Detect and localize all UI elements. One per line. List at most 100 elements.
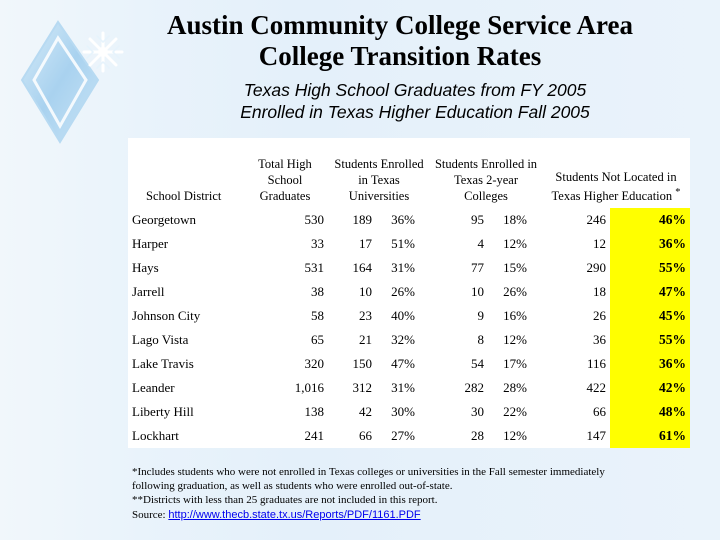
- universities-count-cell: 66: [359, 428, 372, 443]
- universities-count-cell: 21: [359, 332, 372, 347]
- not-located-count-cell: 116: [586, 356, 607, 371]
- universities-count-cell: 312: [352, 380, 373, 395]
- column-header-district: School District: [146, 189, 222, 203]
- subtitle-line-1: Texas High School Graduates from FY 2005: [243, 80, 587, 100]
- table-body: Georgetown 530 189 36% 95 18% 246 46% Harper 33 17…: [128, 208, 691, 448]
- column-header-not-located: Students Not Located in Texas Higher Edu…: [542, 138, 690, 208]
- district-cell: Leander: [132, 380, 175, 395]
- not-located-count-cell: 18: [593, 284, 607, 299]
- footnote-line-1: *Includes students who were not enrolled…: [132, 466, 605, 478]
- not-located-count-cell: 290: [586, 260, 607, 275]
- column-header-not-located-text: Students Not Located in Texas Higher Edu…: [551, 169, 677, 203]
- column-header-graduates: Total High School Graduates: [258, 157, 312, 203]
- universities-count-cell: 150: [352, 356, 373, 371]
- not-located-count-cell: 422: [586, 380, 607, 395]
- universities-count-cell: 189: [352, 212, 373, 227]
- footnote-marker: *: [675, 186, 681, 198]
- two-year-percent-cell: 18%: [503, 212, 527, 227]
- not-located-percent-cell: 36%: [610, 232, 691, 256]
- universities-percent-cell: 31%: [391, 380, 415, 395]
- graduates-cell: 241: [304, 428, 325, 443]
- table-header-row: School District Total High School Gradua…: [128, 138, 690, 208]
- not-located-percent-cell: 45%: [610, 304, 691, 328]
- not-located-percent-cell: 47%: [610, 280, 691, 304]
- not-located-count-cell: 147: [586, 428, 607, 443]
- table-row: Lake Travis 320 150 47% 54 17% 116 36%: [128, 352, 691, 376]
- snowflake-logo-icon: [20, 20, 124, 144]
- two-year-count-cell: 9: [477, 308, 485, 323]
- district-cell: Lockhart: [132, 428, 179, 443]
- table-row: Georgetown 530 189 36% 95 18% 246 46%: [128, 208, 691, 232]
- table-row: Hays 531 164 31% 77 15% 290 55%: [128, 256, 691, 280]
- district-cell: Georgetown: [132, 212, 197, 227]
- universities-percent-cell: 51%: [391, 236, 415, 251]
- two-year-percent-cell: 15%: [503, 260, 527, 275]
- two-year-count-cell: 282: [464, 380, 485, 395]
- source-label: Source:: [132, 508, 166, 521]
- table-row: Jarrell 38 10 26% 10 26% 18 47%: [128, 280, 691, 304]
- not-located-percent-cell: 55%: [610, 328, 691, 352]
- two-year-count-cell: 10: [471, 284, 485, 299]
- district-cell: Jarrell: [132, 284, 165, 299]
- not-located-percent-cell: 42%: [610, 376, 691, 400]
- page-title: Austin Community College Service Area Co…: [120, 10, 680, 72]
- title-line-2: College Transition Rates: [258, 41, 542, 71]
- two-year-percent-cell: 28%: [503, 380, 527, 395]
- table-row: Liberty Hill 138 42 30% 30 22% 66 48%: [128, 400, 691, 424]
- two-year-count-cell: 8: [477, 332, 485, 347]
- two-year-count-cell: 4: [477, 236, 485, 251]
- universities-percent-cell: 31%: [391, 260, 415, 275]
- table-row: Leander 1,016 312 31% 282 28% 422 42%: [128, 376, 691, 400]
- not-located-count-cell: 246: [586, 212, 607, 227]
- two-year-percent-cell: 16%: [503, 308, 527, 323]
- two-year-count-cell: 54: [471, 356, 485, 371]
- two-year-percent-cell: 12%: [503, 236, 527, 251]
- not-located-count-cell: 12: [593, 236, 607, 251]
- universities-count-cell: 42: [359, 404, 372, 419]
- table-row: Lago Vista 65 21 32% 8 12% 36 55%: [128, 328, 691, 352]
- two-year-percent-cell: 26%: [503, 284, 527, 299]
- not-located-percent-cell: 48%: [610, 400, 691, 424]
- column-header-two-year: Students Enrolled in Texas 2-year Colleg…: [434, 157, 538, 203]
- table-row: Johnson City 58 23 40% 9 16% 26 45%: [128, 304, 691, 328]
- table-row: Lockhart 241 66 27% 28 12% 147 61%: [128, 424, 691, 448]
- district-cell: Johnson City: [132, 308, 201, 323]
- universities-percent-cell: 47%: [391, 356, 415, 371]
- district-cell: Liberty Hill: [132, 404, 194, 419]
- two-year-count-cell: 30: [471, 404, 485, 419]
- graduates-cell: 320: [304, 356, 325, 371]
- universities-count-cell: 17: [359, 236, 372, 251]
- district-cell: Harper: [132, 236, 169, 251]
- two-year-percent-cell: 12%: [503, 428, 527, 443]
- universities-percent-cell: 32%: [391, 332, 415, 347]
- not-located-count-cell: 26: [593, 308, 607, 323]
- subtitle-line-2: Enrolled in Texas Higher Education Fall …: [240, 102, 590, 122]
- page-subtitle: Texas High School Graduates from FY 2005…: [150, 79, 680, 123]
- district-cell: Hays: [132, 260, 159, 275]
- not-located-percent-cell: 46%: [610, 208, 691, 232]
- footnotes: *Includes students who were not enrolled…: [132, 465, 692, 522]
- district-cell: Lake Travis: [132, 356, 194, 371]
- not-located-count-cell: 66: [593, 404, 607, 419]
- universities-percent-cell: 30%: [391, 404, 415, 419]
- title-line-1: Austin Community College Service Area: [167, 10, 633, 40]
- transition-rates-table: School District Total High School Gradua…: [128, 138, 691, 448]
- two-year-percent-cell: 12%: [503, 332, 527, 347]
- district-cell: Lago Vista: [132, 332, 189, 347]
- not-located-percent-cell: 55%: [610, 256, 691, 280]
- universities-percent-cell: 27%: [391, 428, 415, 443]
- graduates-cell: 65: [311, 332, 324, 347]
- not-located-percent-cell: 36%: [610, 352, 691, 376]
- graduates-cell: 33: [311, 236, 324, 251]
- two-year-count-cell: 28: [471, 428, 485, 443]
- graduates-cell: 1,016: [294, 380, 324, 395]
- universities-percent-cell: 36%: [391, 212, 415, 227]
- universities-count-cell: 164: [352, 260, 373, 275]
- column-header-universities: Students Enrolled in Texas Universities: [334, 157, 424, 203]
- table-row: Harper 33 17 51% 4 12% 12 36%: [128, 232, 691, 256]
- not-located-percent-cell: 61%: [610, 424, 691, 448]
- footnote-line-2: following graduation, as well as student…: [132, 480, 453, 493]
- source-link[interactable]: http://www.thecb.state.tx.us/Reports/PDF…: [168, 508, 421, 521]
- graduates-cell: 138: [304, 404, 325, 419]
- two-year-count-cell: 95: [471, 212, 485, 227]
